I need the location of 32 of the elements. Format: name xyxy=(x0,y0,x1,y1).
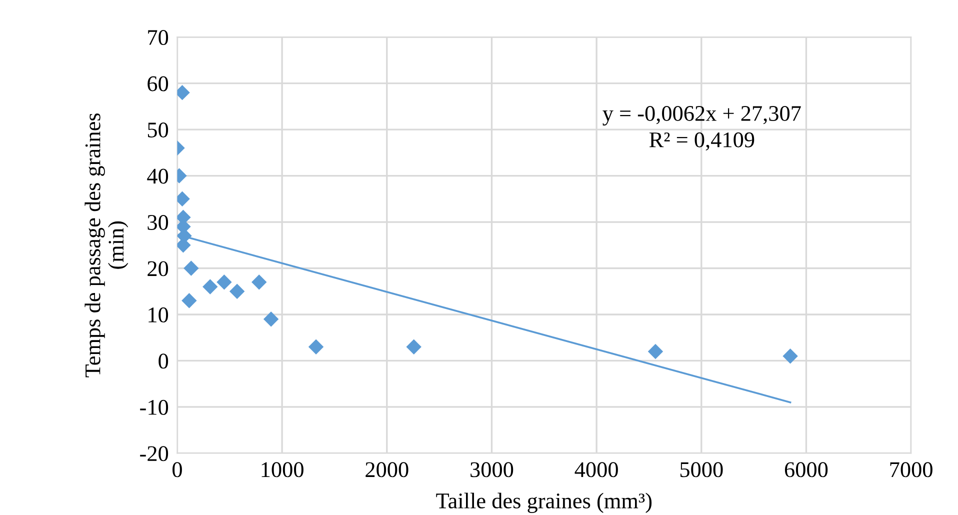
x-tick-label: 6000 xyxy=(784,462,828,478)
y-tick-label: 50 xyxy=(148,122,168,138)
y-tick-label: 30 xyxy=(148,214,168,230)
point xyxy=(229,284,245,299)
annotation: y = -0,0062x + 27,307 R² = 0,4109 xyxy=(602,106,801,151)
point xyxy=(184,260,199,276)
y-tick-label: -20 xyxy=(140,446,168,462)
y-tick-label: -10 xyxy=(140,400,168,415)
y-tick-label: 10 xyxy=(148,307,168,322)
point xyxy=(202,279,218,294)
point xyxy=(648,344,664,360)
point xyxy=(406,339,422,354)
x-tick-label: 3000 xyxy=(470,462,514,478)
x-axis-title: Taille des graines (mm³) xyxy=(436,492,652,514)
y-tick-label: 20 xyxy=(148,261,168,276)
x-tick-label: 5000 xyxy=(680,462,723,478)
point xyxy=(782,348,798,364)
point xyxy=(216,274,232,290)
point xyxy=(263,312,279,327)
y-tick-label: 60 xyxy=(148,76,168,92)
y-tick-label: 40 xyxy=(147,168,168,184)
y-axis-title: Temps de passage des graines (min) xyxy=(84,113,128,378)
x-tick-label: 0 xyxy=(172,462,182,478)
y-tick-label: 70 xyxy=(148,30,168,46)
point xyxy=(251,274,267,290)
y-tick-label: 0 xyxy=(158,354,168,369)
point xyxy=(308,339,324,354)
x-tick-label: 2000 xyxy=(366,462,408,478)
x-tick-label: 4000 xyxy=(574,462,618,478)
point xyxy=(182,293,197,308)
x-tick-label: 7000 xyxy=(890,462,932,478)
x-tick-label: 1000 xyxy=(262,462,304,478)
